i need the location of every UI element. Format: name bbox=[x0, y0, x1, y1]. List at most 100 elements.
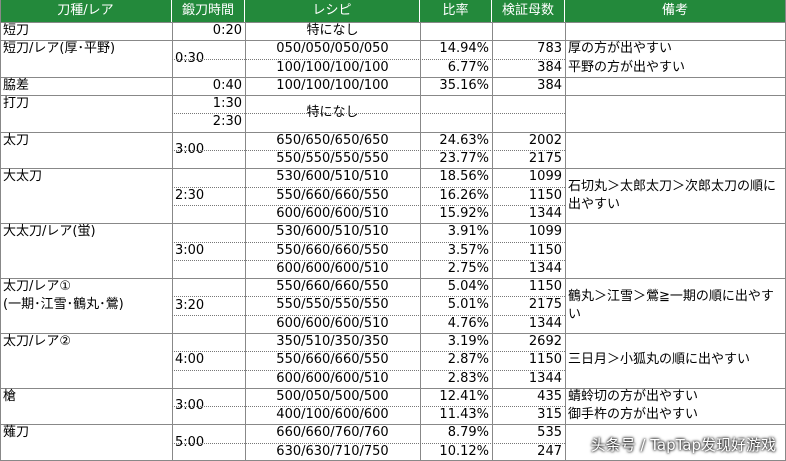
sample-count: 1344 bbox=[528, 370, 562, 386]
remark: 厚の方が出やすい bbox=[568, 41, 673, 57]
row-divider bbox=[172, 241, 565, 243]
rate: 3.91% bbox=[447, 224, 489, 240]
row-line bbox=[0, 223, 786, 225]
rate: 15.92% bbox=[439, 205, 489, 221]
remark: 鶴丸＞江雪＞鶯≧一期の順に出やすい bbox=[565, 278, 786, 333]
sample-count: 2175 bbox=[528, 297, 562, 313]
remark-text: 鶴丸＞江雪＞鶯≧一期の順に出やすい bbox=[568, 288, 774, 322]
type-name: 打刀 bbox=[3, 96, 30, 112]
sample-count: 1099 bbox=[528, 224, 562, 240]
sample-count: 1344 bbox=[528, 260, 562, 276]
row-divider bbox=[172, 259, 565, 261]
recipe-text: 特になし bbox=[306, 105, 359, 121]
recipe: 530/600/510/510 bbox=[276, 169, 389, 185]
row-divider bbox=[172, 296, 565, 298]
rate: 2.87% bbox=[447, 352, 489, 368]
column-line bbox=[565, 22, 566, 461]
header-cell: 備考 bbox=[565, 0, 786, 22]
header-cell: 検証母数 bbox=[492, 0, 565, 22]
rate: 8.79% bbox=[447, 425, 489, 441]
forge-time-text: 4:00 bbox=[175, 352, 205, 368]
header-cell: レシピ bbox=[245, 0, 420, 22]
watermark: 头条号 / TapTap发现好游戏 bbox=[590, 436, 776, 454]
sample-count: 315 bbox=[537, 407, 562, 423]
forge-time: 1:30 bbox=[212, 96, 242, 112]
remark: 御手杵の方が出やすい bbox=[568, 407, 699, 423]
rate: 16.26% bbox=[439, 187, 489, 203]
forge-time: 3:00 bbox=[172, 223, 245, 278]
row-line bbox=[0, 95, 786, 97]
recipe: 350/510/350/350 bbox=[276, 333, 389, 349]
row-line bbox=[0, 332, 786, 334]
rate: 3.19% bbox=[447, 333, 489, 349]
row-line bbox=[0, 168, 786, 170]
recipe: 550/660/660/550 bbox=[276, 352, 389, 368]
sample-count: 1150 bbox=[528, 352, 562, 368]
recipe: 550/660/660/550 bbox=[276, 242, 389, 258]
remark-text: 石切丸＞太郎太刀＞次郎太刀の順に出やすい bbox=[568, 178, 777, 212]
sample-count: 1344 bbox=[528, 315, 562, 331]
forge-time: 5:00 bbox=[172, 424, 245, 461]
forge-time-text: 3:00 bbox=[175, 242, 205, 258]
rate: 6.77% bbox=[447, 59, 489, 75]
rate: 12.41% bbox=[439, 388, 489, 404]
row-divider bbox=[172, 58, 565, 60]
rate: 23.77% bbox=[439, 151, 489, 167]
frame-line bbox=[0, 0, 1, 461]
row-line bbox=[0, 76, 786, 78]
type-name: 大太刀/レア(蛍) bbox=[3, 224, 96, 240]
recipe: 630/630/710/750 bbox=[276, 443, 389, 459]
recipe: 100/100/100/100 bbox=[276, 59, 389, 75]
sample-count: 2692 bbox=[528, 333, 562, 349]
recipe: 600/600/600/510 bbox=[276, 260, 389, 276]
rate: 24.63% bbox=[439, 132, 489, 148]
row-line bbox=[0, 424, 786, 426]
sample-count: 384 bbox=[537, 59, 562, 75]
row-line bbox=[0, 131, 786, 133]
forge-time: 4:00 bbox=[172, 333, 245, 388]
row-divider bbox=[172, 442, 565, 444]
row-line bbox=[0, 387, 786, 389]
header-cell: 比率 bbox=[420, 0, 492, 22]
remark: 三日月＞小狐丸の順に出やすい bbox=[565, 333, 786, 388]
remark: 石切丸＞太郎太刀＞次郎太刀の順に出やすい bbox=[565, 168, 786, 223]
sample-count: 435 bbox=[537, 388, 562, 404]
header-cell: 刀種/レア bbox=[0, 0, 172, 22]
type-name: 太刀 bbox=[3, 132, 30, 148]
row-divider bbox=[172, 204, 565, 206]
rate: 2.75% bbox=[447, 260, 489, 276]
sample-count: 1150 bbox=[528, 242, 562, 258]
recipe: 特になし bbox=[306, 23, 359, 38]
recipe: 特になし bbox=[245, 95, 420, 132]
forge-time: 3:00 bbox=[172, 388, 245, 425]
row-line bbox=[0, 40, 786, 42]
sample-count: 535 bbox=[537, 425, 562, 441]
recipe: 550/660/660/550 bbox=[276, 187, 389, 203]
remark: 蜻蛉切の方が出やすい bbox=[568, 388, 699, 404]
row-line bbox=[0, 22, 786, 23]
sample-count: 1099 bbox=[528, 169, 562, 185]
rate: 10.12% bbox=[439, 443, 489, 459]
rate: 4.76% bbox=[447, 315, 489, 331]
forge-time-text: 2:30 bbox=[175, 187, 205, 203]
recipe: 050/050/050/050 bbox=[276, 41, 389, 57]
row-divider bbox=[172, 186, 565, 188]
forge-time-text: 3:00 bbox=[175, 398, 205, 414]
recipe: 550/550/550/550 bbox=[276, 297, 389, 313]
recipe: 600/600/600/510 bbox=[276, 205, 389, 221]
forge-time-text: 0:30 bbox=[175, 50, 205, 66]
row-divider bbox=[172, 314, 565, 316]
recipe: 600/600/600/510 bbox=[276, 370, 389, 386]
type-name: 大太刀 bbox=[3, 169, 43, 185]
row-line bbox=[0, 278, 786, 280]
type-name: 短刀 bbox=[3, 23, 30, 38]
sample-count: 2175 bbox=[528, 151, 562, 167]
type-name: 槍 bbox=[3, 388, 17, 404]
type-name: (一期･江雪･鶴丸･鶯) bbox=[3, 297, 124, 313]
forge-time: 2:30 bbox=[172, 168, 245, 223]
type-name: 太刀/レア① bbox=[3, 279, 72, 295]
remark-text: 三日月＞小狐丸の順に出やすい bbox=[568, 352, 751, 368]
rate: 14.94% bbox=[439, 41, 489, 57]
forge-time: 0:20 bbox=[212, 23, 242, 38]
